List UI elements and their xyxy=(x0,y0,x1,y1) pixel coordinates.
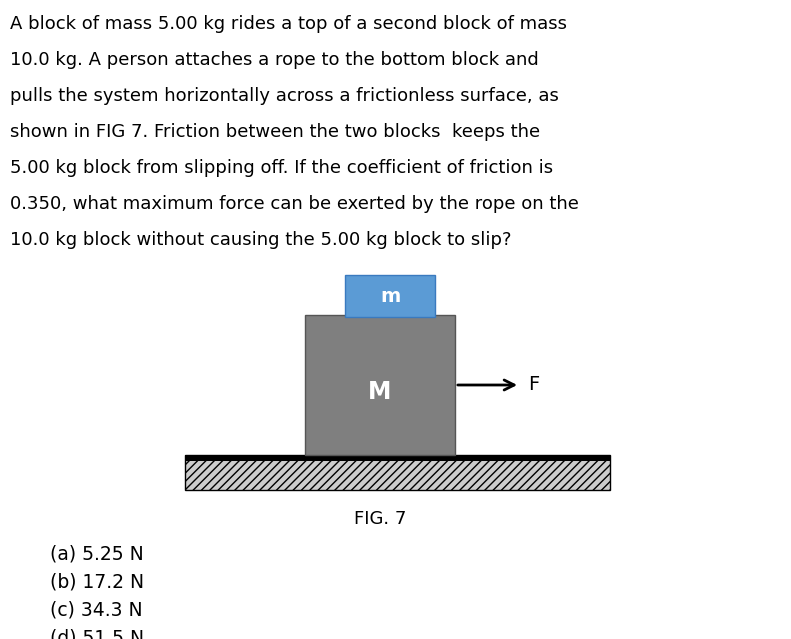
Bar xyxy=(185,455,610,490)
Text: (b) 17.2 N: (b) 17.2 N xyxy=(50,573,144,592)
Text: (c) 34.3 N: (c) 34.3 N xyxy=(50,601,142,620)
Text: A block of mass 5.00 kg rides a top of a second block of mass: A block of mass 5.00 kg rides a top of a… xyxy=(10,15,567,33)
Text: 10.0 kg block without causing the 5.00 kg block to slip?: 10.0 kg block without causing the 5.00 k… xyxy=(10,231,512,249)
Bar xyxy=(345,275,435,317)
Text: FIG. 7: FIG. 7 xyxy=(354,510,407,528)
Text: (d) 51.5 N: (d) 51.5 N xyxy=(50,629,144,639)
Text: M: M xyxy=(369,380,392,404)
Text: F: F xyxy=(528,376,539,394)
Text: 5.00 kg block from slipping off. If the coefficient of friction is: 5.00 kg block from slipping off. If the … xyxy=(10,159,553,177)
Text: m: m xyxy=(380,286,400,305)
Bar xyxy=(305,315,455,455)
Text: shown in FIG 7. Friction between the two blocks  keeps the: shown in FIG 7. Friction between the two… xyxy=(10,123,540,141)
Text: 0.350, what maximum force can be exerted by the rope on the: 0.350, what maximum force can be exerted… xyxy=(10,195,579,213)
Text: (a) 5.25 N: (a) 5.25 N xyxy=(50,545,144,564)
Text: pulls the system horizontally across a frictionless surface, as: pulls the system horizontally across a f… xyxy=(10,87,559,105)
Text: 10.0 kg. A person attaches a rope to the bottom block and: 10.0 kg. A person attaches a rope to the… xyxy=(10,51,539,69)
Bar xyxy=(185,455,610,461)
